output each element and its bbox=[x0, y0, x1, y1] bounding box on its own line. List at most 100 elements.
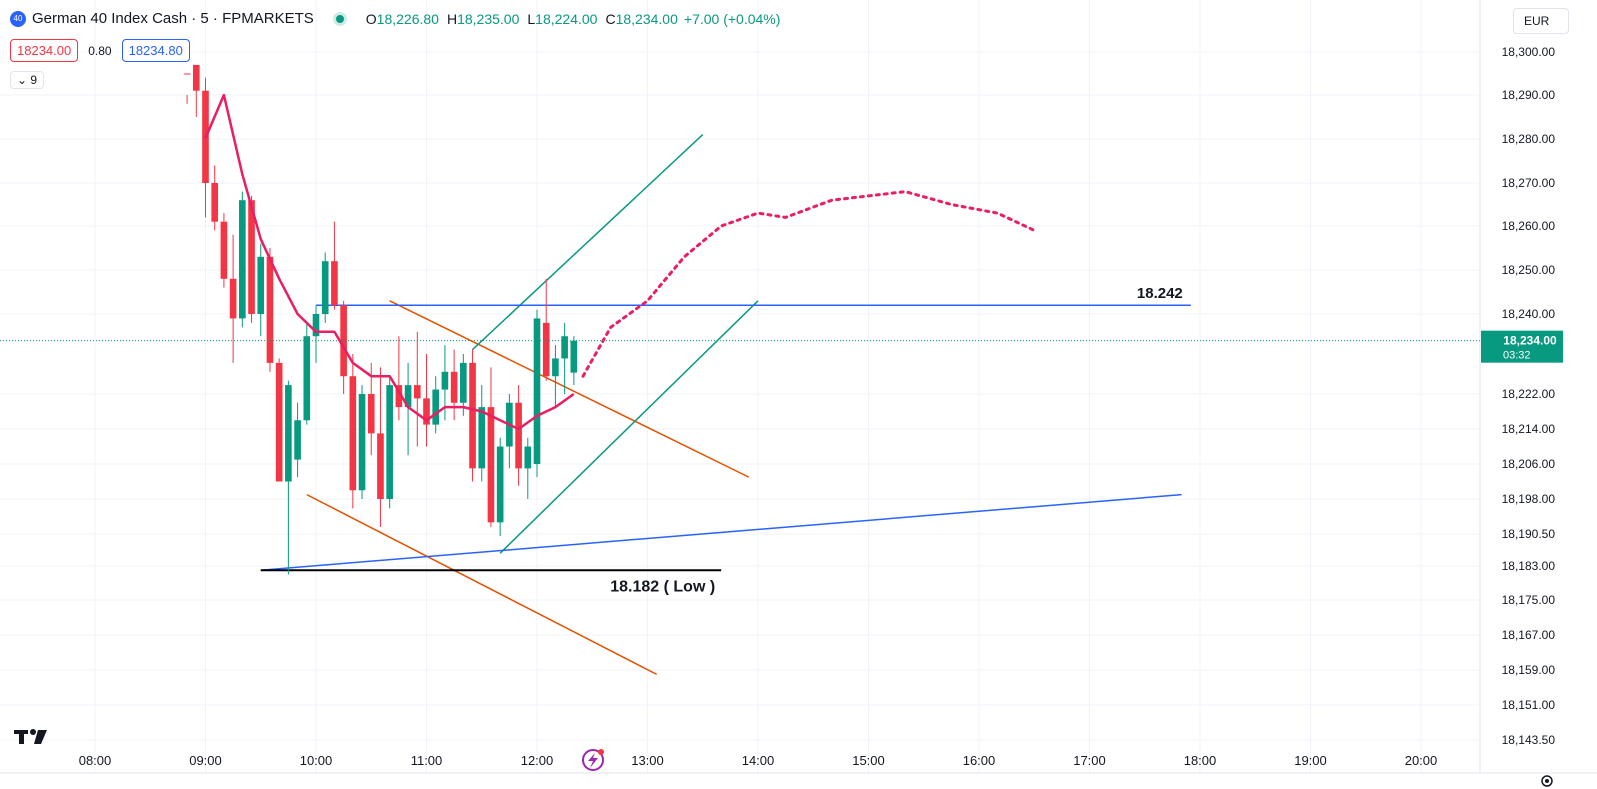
last-price-value: 18,234.00 bbox=[1503, 334, 1557, 348]
y-tick-label: 18,190.50 bbox=[1502, 527, 1556, 541]
ohlc-low: 18,224.00 bbox=[535, 10, 598, 27]
forecast-path[interactable] bbox=[581, 190, 1036, 378]
x-tick-label: 08:00 bbox=[79, 753, 112, 768]
candle-body bbox=[229, 278, 237, 319]
candle-body bbox=[496, 446, 504, 523]
y-tick-label: 18,167.00 bbox=[1502, 628, 1556, 642]
ohlc-low-label: L bbox=[527, 10, 536, 27]
trade-panel: 18234.00 0.80 18234.80 bbox=[10, 39, 190, 62]
candle-body bbox=[358, 394, 366, 491]
candles-layer bbox=[183, 64, 578, 575]
green-channel-lower-line[interactable] bbox=[499, 300, 759, 554]
y-tick-label: 18,250.00 bbox=[1502, 263, 1556, 277]
candle-body bbox=[285, 385, 292, 482]
ohlc-close: 18,234.00 bbox=[615, 10, 678, 27]
x-tick-label: 17:00 bbox=[1073, 753, 1106, 768]
candle-body bbox=[460, 362, 467, 403]
candle-body bbox=[312, 314, 320, 337]
candle-body bbox=[183, 73, 191, 75]
y-tick-label: 18,206.00 bbox=[1502, 457, 1556, 471]
symbol-badge-icon[interactable]: 40 bbox=[10, 10, 26, 27]
candle-body bbox=[404, 385, 412, 408]
candle-body bbox=[266, 256, 274, 363]
y-tick-label: 18,240.00 bbox=[1502, 307, 1556, 321]
x-tick-label: 12:00 bbox=[521, 753, 554, 768]
symbol-title[interactable]: German 40 Index Cash · 5 · FPMARKETS bbox=[32, 10, 314, 27]
currency-button[interactable]: EUR bbox=[1513, 8, 1569, 34]
x-tick-label: 10:00 bbox=[300, 753, 333, 768]
resistance-label: 18.242 bbox=[1137, 285, 1183, 302]
candle-body bbox=[542, 322, 550, 377]
indicator-legend: ⌄ 9 bbox=[10, 71, 45, 89]
candle-body bbox=[570, 340, 578, 373]
candle-body bbox=[349, 376, 357, 491]
orange-upper-line[interactable] bbox=[389, 300, 750, 478]
moving-average-line[interactable] bbox=[204, 93, 575, 431]
x-tick-label: 09:00 bbox=[189, 753, 222, 768]
x-tick-label: 11:00 bbox=[411, 753, 443, 768]
last-price-tag bbox=[1481, 330, 1563, 363]
y-tick-label: 18,198.00 bbox=[1502, 492, 1556, 506]
market-status-icon[interactable] bbox=[335, 14, 344, 23]
candle-body bbox=[561, 336, 568, 359]
orange-lower-line[interactable] bbox=[306, 493, 658, 676]
ohlc-close-label: C bbox=[605, 10, 616, 27]
sell-button[interactable]: 18234.00 bbox=[10, 39, 79, 62]
candle-body bbox=[423, 398, 430, 425]
green-channel-upper-line[interactable] bbox=[472, 134, 704, 351]
x-tick-label: 13:00 bbox=[631, 753, 664, 768]
axes-layer: 08:00 09:00 10:00 11:00 12:00 13:00 14:00 15:00… bbox=[79, 45, 1556, 768]
candle-body bbox=[469, 362, 476, 469]
blue-trend-line[interactable] bbox=[260, 493, 1182, 571]
candle-body bbox=[413, 385, 421, 399]
overlays-layer: 18,234.00 03:32 bbox=[0, 93, 1563, 431]
y-tick-label: 18,300.00 bbox=[1502, 45, 1556, 59]
x-tick-label: 15:00 bbox=[852, 753, 885, 768]
x-tick-label: 19:00 bbox=[1294, 753, 1327, 768]
buy-button[interactable]: 18234.80 bbox=[121, 39, 190, 62]
grid bbox=[0, 0, 1480, 773]
candle-body bbox=[386, 385, 393, 499]
candle-body bbox=[478, 407, 486, 469]
drawings-layer[interactable]: 18.242 18.182 ( Low ) bbox=[260, 134, 1191, 676]
y-tick-label: 18,222.00 bbox=[1502, 387, 1556, 401]
y-tick-label: 18,290.00 bbox=[1502, 88, 1556, 102]
candle-body bbox=[303, 336, 311, 421]
y-tick-label: 18,159.00 bbox=[1502, 663, 1556, 677]
candle-body bbox=[441, 371, 449, 390]
candle-body bbox=[331, 261, 338, 306]
tradingview-logo[interactable] bbox=[14, 729, 47, 744]
y-tick-label: 18,260.00 bbox=[1502, 219, 1556, 233]
candle-body bbox=[367, 394, 375, 434]
candle-body bbox=[248, 200, 255, 314]
candle-body bbox=[257, 256, 265, 314]
x-tick-label: 14:00 bbox=[742, 753, 775, 768]
indicator-toggle-button[interactable]: ⌄ 9 bbox=[10, 71, 45, 89]
event-lightning-icon[interactable] bbox=[582, 749, 604, 771]
spread-value: 0.80 bbox=[88, 43, 112, 58]
candle-body bbox=[220, 221, 228, 279]
candle-body bbox=[192, 64, 200, 91]
candle-body bbox=[395, 385, 403, 408]
candle-body bbox=[377, 433, 384, 499]
x-tick-label: 20:00 bbox=[1405, 753, 1438, 768]
candle-body bbox=[294, 420, 301, 460]
candle-body bbox=[239, 200, 246, 319]
candle-body bbox=[533, 318, 541, 464]
ohlc-change: +7.00 (+0.04%) bbox=[683, 10, 781, 27]
candle-body bbox=[340, 305, 347, 377]
ohlc-high: 18,235.00 bbox=[457, 10, 520, 27]
candle-body bbox=[432, 389, 440, 425]
y-tick-label: 18,143.50 bbox=[1502, 733, 1556, 747]
ohlc-open: 18,226.80 bbox=[376, 10, 439, 27]
symbol-header: 40 German 40 Index Cash · 5 · FPMARKETS … bbox=[10, 10, 780, 27]
y-tick-label: 18,183.00 bbox=[1502, 559, 1556, 573]
candle-body bbox=[552, 358, 559, 377]
y-tick-label: 18,151.00 bbox=[1502, 698, 1556, 712]
x-tick-label: 18:00 bbox=[1184, 753, 1217, 768]
candle-body bbox=[524, 446, 532, 469]
y-tick-label: 18,270.00 bbox=[1502, 176, 1556, 190]
settings-gear-icon[interactable] bbox=[1541, 775, 1553, 787]
low-label: 18.182 ( Low ) bbox=[610, 578, 715, 595]
